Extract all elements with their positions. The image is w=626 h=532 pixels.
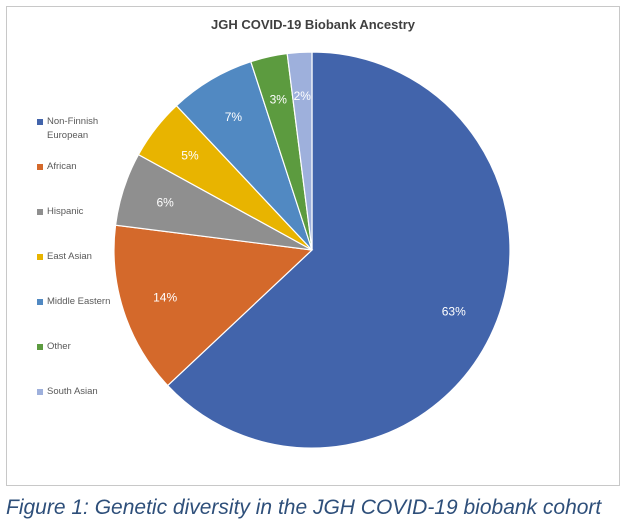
pie-slice-african [113, 224, 314, 387]
legend-label: African [47, 161, 77, 172]
legend-swatch [37, 209, 43, 215]
legend-label: East Asian [47, 251, 92, 262]
legend-swatch [37, 389, 43, 395]
legend-label: Other [47, 341, 71, 352]
data-label-south-asian: 2% [294, 89, 312, 103]
legend-label: Non-Finnish European [47, 116, 99, 141]
legend-swatch [37, 344, 43, 350]
legend-label: Middle Eastern [47, 296, 111, 307]
data-label-other: 3% [270, 92, 288, 106]
pie-slice-non-finnish-european [166, 51, 511, 449]
legend-swatch [37, 119, 43, 125]
data-label-african: 14% [153, 291, 177, 305]
legend-swatch [37, 164, 43, 170]
data-label-middle-eastern: 7% [225, 110, 243, 124]
legend-label: South Asian [47, 386, 98, 397]
pie-slice-south-asian [286, 51, 313, 251]
legend-label: Hispanic [47, 206, 84, 217]
data-label-non-finnish-european: 63% [442, 304, 466, 318]
data-label-hispanic: 6% [156, 195, 174, 209]
figure-caption: Figure 1: Genetic diversity in the JGH C… [6, 496, 602, 519]
chart-title: JGH COVID-19 Biobank Ancestry [211, 17, 415, 32]
data-label-east-asian: 5% [181, 148, 199, 162]
legend-swatch [37, 254, 43, 260]
legend-swatch [37, 299, 43, 305]
